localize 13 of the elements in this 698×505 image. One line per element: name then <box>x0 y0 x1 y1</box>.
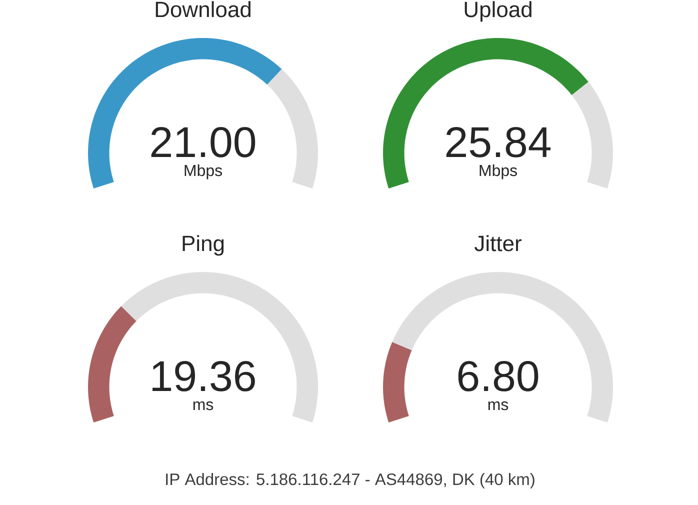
text: 25.84 <box>446 126 551 158</box>
chart-title: Upload <box>464 1 532 22</box>
text: 19.36 <box>152 360 255 392</box>
chart-title: Download <box>156 1 250 18</box>
text: 21.00 <box>151 126 256 158</box>
chart-title: Ping <box>182 235 224 256</box>
text: ms <box>488 401 508 410</box>
text: Mbps <box>184 164 222 180</box>
text: Mbps <box>480 164 517 180</box>
text: ms <box>193 401 214 410</box>
chart-title: Jitter <box>474 235 522 252</box>
text: 6.80 <box>458 360 538 392</box>
text: IP Address: 5.186.116.247 - AS44869, DK (40 km) <box>166 473 534 488</box>
